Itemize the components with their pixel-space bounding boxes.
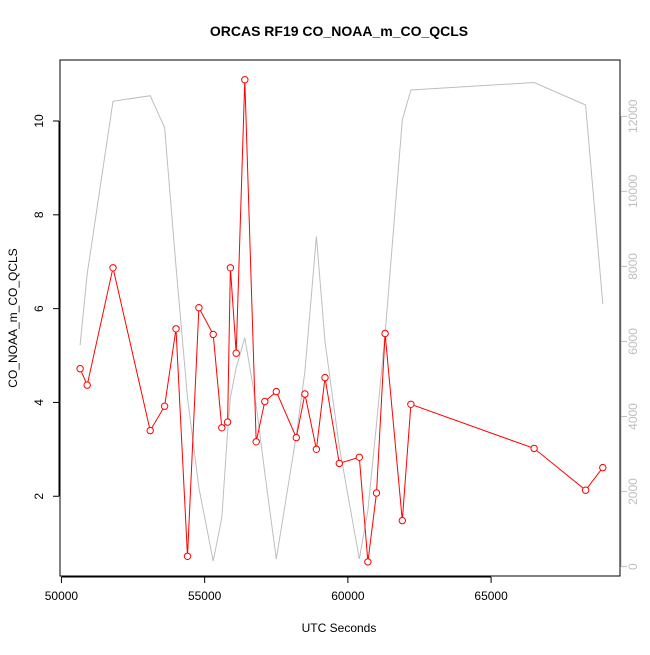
y2-tick-label: 12000 — [626, 99, 640, 133]
y-axis-right: 0 2000 4000 6000 8000 10000 12000 — [620, 99, 640, 570]
data-point — [407, 400, 415, 408]
data-point — [261, 397, 269, 406]
data-point — [312, 445, 321, 453]
data-point — [195, 304, 203, 312]
x-axis: 50000 55000 60000 65000 — [45, 576, 508, 603]
data-point — [301, 390, 309, 398]
x-tick-label: 60000 — [331, 589, 365, 603]
chart-title: ORCAS RF19 CO_NOAA_m_CO_QCLS — [210, 23, 468, 39]
y2-tick-label: 4000 — [626, 403, 640, 430]
plot-frame — [59, 59, 621, 577]
data-point — [599, 463, 607, 472]
x-tick-label: 65000 — [474, 589, 508, 603]
secondary-series-line — [79, 81, 604, 562]
data-point — [241, 76, 249, 84]
x-tick-label: 55000 — [188, 589, 222, 603]
data-point — [209, 330, 217, 339]
data-point — [372, 489, 381, 497]
data-point — [398, 516, 406, 525]
y-tick-label: 2 — [32, 493, 46, 500]
data-point — [335, 459, 343, 468]
data-point — [252, 438, 260, 446]
data-point — [109, 264, 117, 272]
data-point — [218, 424, 226, 432]
data-point — [581, 486, 590, 494]
data-point — [76, 365, 84, 373]
data-point — [364, 558, 372, 566]
data-point — [292, 433, 300, 442]
x-tick-label: 50000 — [45, 589, 79, 603]
y2-tick-label: 10000 — [626, 174, 640, 208]
y2-tick-label: 2000 — [626, 478, 640, 505]
data-point — [530, 444, 538, 453]
secondary-series-layer — [79, 81, 604, 562]
data-point — [83, 381, 91, 389]
data-point — [160, 402, 169, 410]
y2-tick-label: 8000 — [626, 253, 640, 280]
y-axis-left: 2 4 6 8 10 — [32, 114, 60, 500]
primary-series-layer — [76, 76, 607, 566]
data-point — [381, 329, 389, 338]
y-tick-label: 10 — [32, 114, 46, 128]
data-point — [146, 426, 154, 435]
data-point — [232, 349, 240, 357]
data-point — [355, 453, 363, 461]
y-tick-label: 8 — [32, 211, 46, 218]
y2-tick-label: 6000 — [626, 328, 640, 355]
data-point — [172, 325, 180, 333]
x-axis-label: UTC Seconds — [302, 621, 377, 635]
y2-tick-label: 0 — [626, 563, 640, 570]
y-axis-label: CO_NOAA_m_CO_QCLS — [6, 248, 20, 387]
data-point — [223, 418, 232, 426]
data-point — [226, 264, 235, 272]
y-tick-label: 6 — [32, 305, 46, 312]
data-point — [183, 552, 192, 560]
data-point — [321, 373, 329, 382]
data-point — [272, 387, 280, 396]
series-line — [79, 79, 604, 562]
y-tick-label: 4 — [32, 399, 46, 406]
